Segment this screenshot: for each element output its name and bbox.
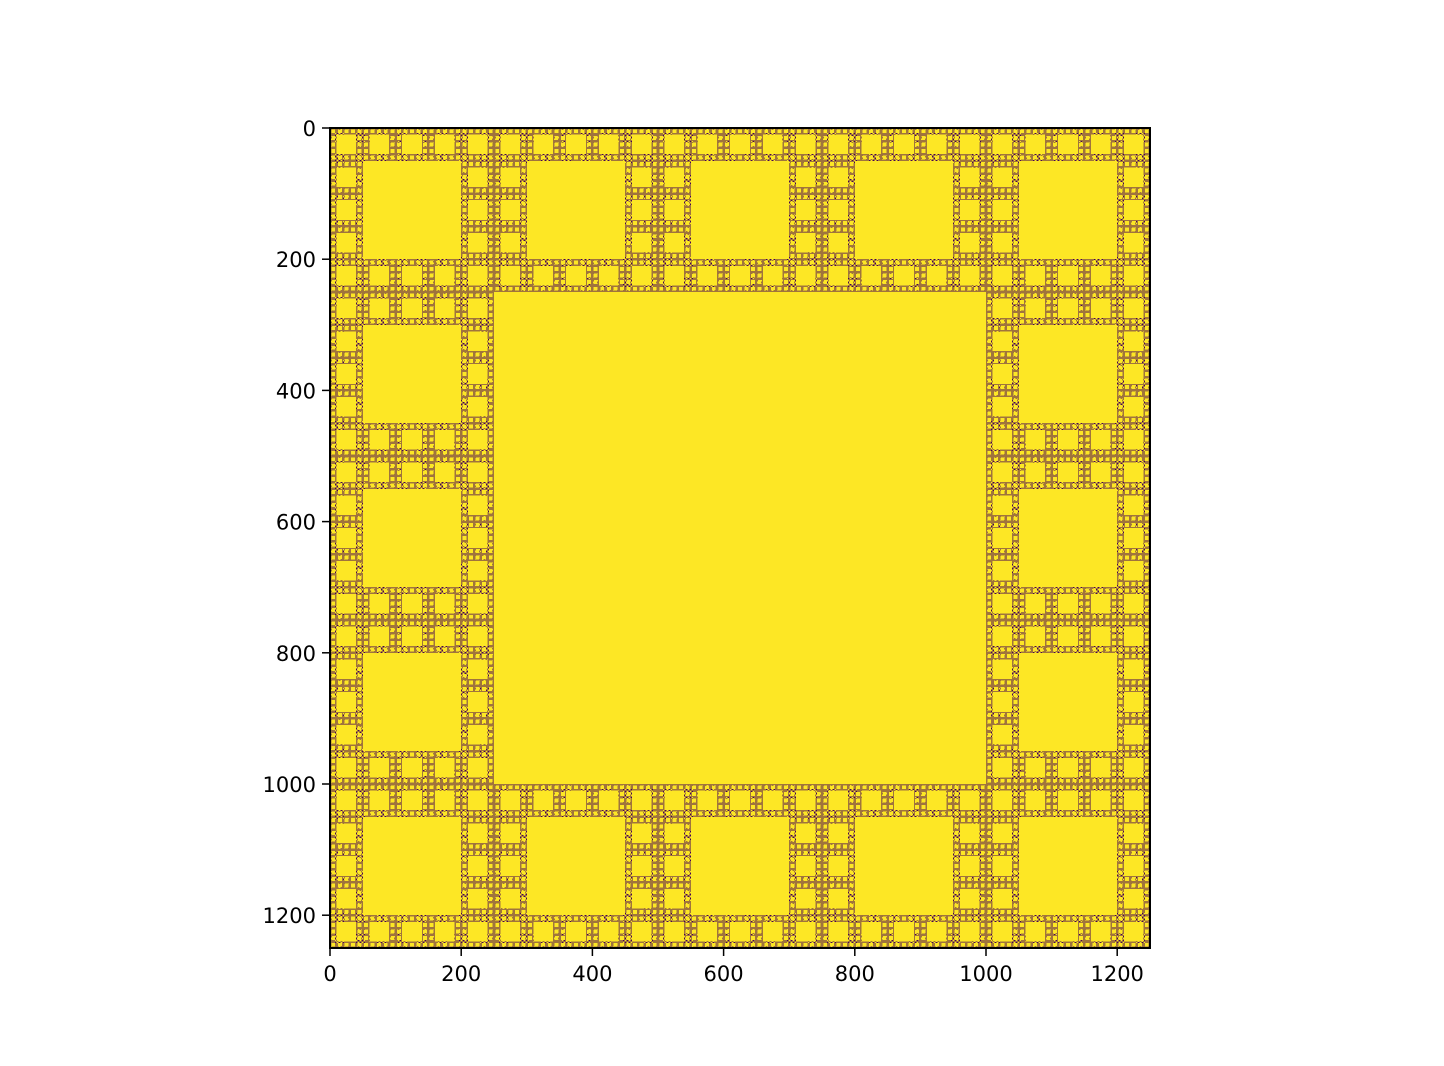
- y-tick-label: 600: [276, 511, 316, 535]
- x-tick-label: 800: [835, 962, 875, 986]
- plot-frame: [329, 127, 1151, 949]
- x-tick-label: 600: [704, 962, 744, 986]
- y-tick-label: 0: [303, 117, 316, 141]
- y-tick-label: 1200: [263, 904, 316, 928]
- y-tick-label: 200: [276, 248, 316, 272]
- y-tick-label: 800: [276, 642, 316, 666]
- x-tick-label: 400: [572, 962, 612, 986]
- x-tick-label: 0: [323, 962, 336, 986]
- y-tick-label: 1000: [263, 773, 316, 797]
- x-axis: 0 200 400 600 800 1000 1200: [323, 948, 1144, 986]
- y-axis: 0 200 400 600 800 1000 1200: [263, 117, 330, 928]
- heatmap-image: [330, 128, 1150, 948]
- y-tick-label: 400: [276, 379, 316, 403]
- x-tick-label: 1000: [959, 962, 1012, 986]
- x-tick-label: 1200: [1090, 962, 1143, 986]
- x-tick-label: 200: [441, 962, 481, 986]
